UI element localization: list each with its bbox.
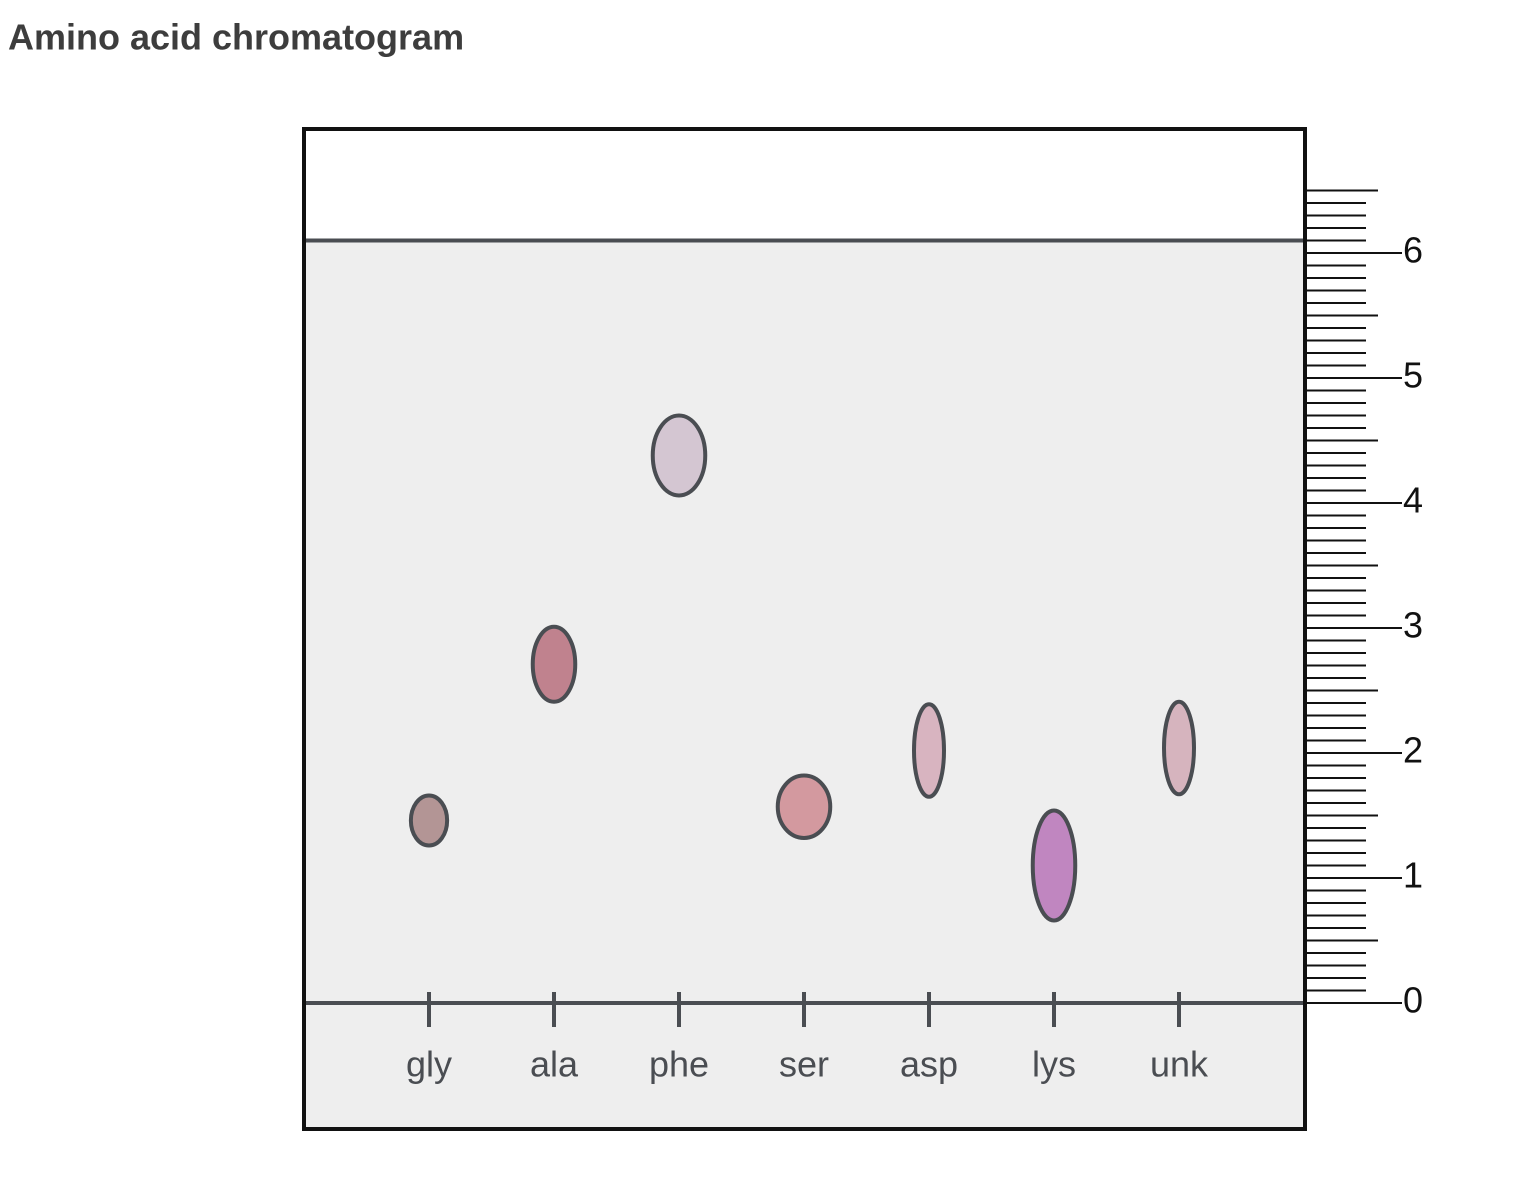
plate-wet — [304, 240, 1305, 1129]
lane-label: asp — [900, 1044, 958, 1085]
lane-label: ala — [530, 1044, 579, 1085]
y-tick-label: 4 — [1403, 480, 1423, 521]
y-tick-label: 0 — [1403, 980, 1423, 1021]
spot — [1030, 808, 1078, 923]
plate-border — [302, 127, 1307, 1131]
spot — [1162, 699, 1196, 797]
y-tick-label: 1 — [1403, 855, 1423, 896]
lane-label: gly — [406, 1044, 452, 1085]
spot — [775, 773, 833, 840]
spot — [650, 413, 708, 498]
y-tick-label: 5 — [1403, 355, 1423, 396]
y-tick-label: 2 — [1403, 730, 1423, 771]
lane-label: phe — [649, 1044, 709, 1085]
lane-label: ser — [779, 1044, 829, 1085]
chart-title: Amino acid chromatogram — [8, 17, 464, 58]
lane-label: lys — [1032, 1044, 1076, 1085]
y-tick-label: 3 — [1403, 605, 1423, 646]
lane-label: unk — [1150, 1044, 1209, 1085]
spot — [408, 793, 450, 848]
spot — [530, 624, 578, 704]
spot — [912, 702, 946, 799]
plate-top — [304, 129, 1305, 241]
y-tick-label: 6 — [1403, 230, 1423, 271]
